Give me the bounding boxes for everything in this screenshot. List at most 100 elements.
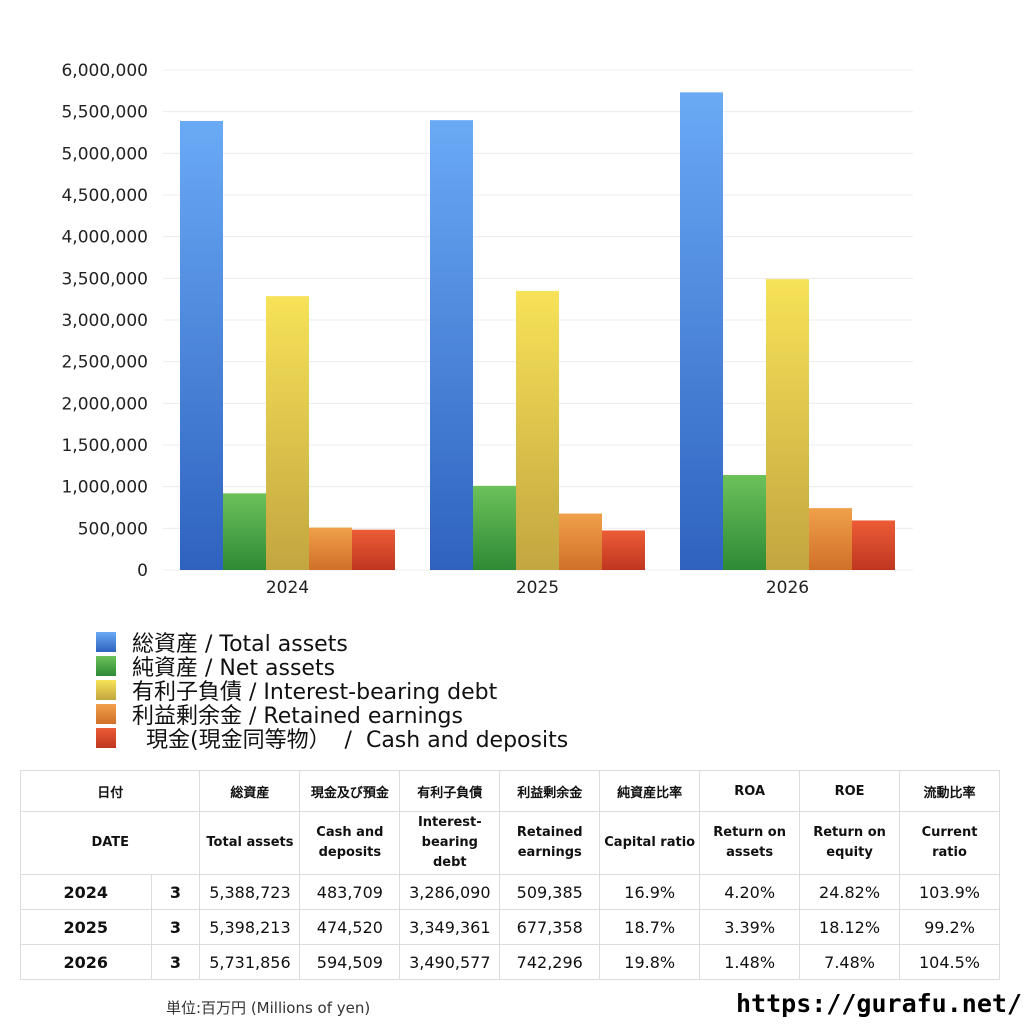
cell-year: 2024	[20, 874, 152, 910]
y-tick-label: 3,500,000	[61, 269, 148, 289]
cell-cash: 594,509	[299, 944, 401, 980]
header-cell: 流動比率	[899, 770, 1000, 812]
cell-total-assets: 5,388,723	[199, 874, 301, 910]
legend-swatch	[96, 632, 116, 652]
y-tick-label: 5,500,000	[61, 103, 148, 123]
header-cell: 有利子負債	[399, 770, 501, 812]
header-cell: 日付	[19, 770, 201, 812]
y-tick-label: 4,500,000	[61, 186, 148, 206]
cell-roa: 3.39%	[699, 909, 801, 945]
bar-2026-series-1	[723, 475, 766, 570]
header-cell: Capital ratio	[599, 811, 701, 875]
legend-item-net-assets: 純資産 / Net assets	[96, 654, 568, 681]
table-header-en: DATE Total assets Cash and deposits Inte…	[19, 811, 1000, 875]
cell-retained: 742,296	[499, 944, 601, 980]
header-cell: Interest-bearing debt	[399, 811, 501, 875]
header-cell: Cash and deposits	[299, 811, 401, 875]
y-tick-label: 1,500,000	[61, 436, 148, 456]
bar-2024-series-1	[223, 493, 266, 570]
cell-year: 2026	[20, 944, 152, 980]
y-tick-label: 3,000,000	[61, 311, 148, 331]
cell-roa: 4.20%	[699, 874, 801, 910]
y-tick-label: 6,000,000	[61, 61, 148, 81]
bar-2026-series-2	[766, 279, 809, 570]
legend: 総資産 / Total assets 純資産 / Net assets 有利子負…	[96, 630, 568, 753]
legend-swatch	[96, 656, 116, 676]
y-tick-label: 2,000,000	[61, 394, 148, 414]
header-cell: 現金及び預金	[299, 770, 401, 812]
legend-label: 現金(現金同等物） / Cash and deposits	[132, 728, 569, 753]
bars	[180, 92, 895, 570]
bar-2026-series-3	[809, 508, 852, 570]
legend-swatch	[96, 680, 116, 700]
legend-label: 純資産 / Net assets	[132, 656, 336, 681]
cell-roa: 1.48%	[699, 944, 801, 980]
x-tick-label: 2024	[266, 578, 309, 598]
legend-label: 総資産 / Total assets	[132, 632, 348, 657]
x-tick-label: 2025	[516, 578, 559, 598]
cell-current-ratio: 103.9%	[899, 874, 1000, 910]
y-tick-label: 1,000,000	[61, 478, 148, 498]
y-tick-label: 4,000,000	[61, 228, 148, 248]
cell-retained: 677,358	[499, 909, 601, 945]
cell-cash: 483,709	[299, 874, 401, 910]
table-row: 2024 3 5,388,723 483,709 3,286,090 509,3…	[20, 874, 1000, 910]
bar-2024-series-2	[266, 296, 309, 570]
cell-roe: 7.48%	[799, 944, 901, 980]
cell-capital-ratio: 16.9%	[599, 874, 701, 910]
financial-table: 日付 総資産 現金及び預金 有利子負債 利益剰余金 純資産比率 ROA ROE …	[19, 770, 1000, 980]
cell-year: 2025	[20, 909, 152, 945]
cell-debt: 3,286,090	[399, 874, 501, 910]
legend-label: 利益剰余金 / Retained earnings	[132, 704, 463, 729]
header-cell: 利益剰余金	[499, 770, 601, 812]
y-tick-label: 0	[137, 561, 148, 581]
header-cell: Return on equity	[799, 811, 901, 875]
header-cell: ROA	[699, 770, 801, 812]
bar-chart: 0 500,000 1,000,000 1,500,000 2,000,000 2,500…	[61, 61, 913, 598]
table-row: 2025 3 5,398,213 474,520 3,349,361 677,3…	[20, 909, 1000, 945]
cell-roe: 24.82%	[799, 874, 901, 910]
legend-item-cash: 現金(現金同等物） / Cash and deposits	[96, 726, 568, 753]
cell-month: 3	[150, 874, 201, 910]
header-cell: DATE	[19, 811, 201, 875]
y-tick-label: 500,000	[78, 519, 148, 539]
cell-total-assets: 5,731,856	[199, 944, 301, 980]
bar-2024-series-0	[180, 120, 223, 570]
bar-2026-series-4	[852, 520, 895, 570]
bar-2025-series-3	[559, 513, 602, 570]
header-cell: ROE	[799, 770, 901, 812]
y-tick-label: 2,500,000	[61, 353, 148, 373]
header-cell: Total assets	[199, 811, 301, 875]
header-cell: 総資産	[199, 770, 301, 812]
legend-item-total-assets: 総資産 / Total assets	[96, 630, 568, 657]
bar-2025-series-1	[473, 485, 516, 570]
unit-label: 単位:百万円 (Millions of yen)	[166, 999, 371, 1017]
legend-swatch	[96, 728, 116, 748]
cell-debt: 3,349,361	[399, 909, 501, 945]
cell-total-assets: 5,398,213	[199, 909, 301, 945]
x-tick-label: 2026	[766, 578, 809, 598]
cell-roe: 18.12%	[799, 909, 901, 945]
legend-item-interest-bearing-debt: 有利子負債 / Interest-bearing debt	[96, 678, 568, 705]
table-row: 2026 3 5,731,856 594,509 3,490,577 742,2…	[20, 944, 1000, 980]
table-header-jp: 日付 総資産 現金及び預金 有利子負債 利益剰余金 純資産比率 ROA ROE …	[19, 770, 1000, 812]
header-cell: Retained earnings	[499, 811, 601, 875]
cell-retained: 509,385	[499, 874, 601, 910]
x-axis-ticks: 2024 2025 2026	[266, 578, 809, 598]
header-cell: Current ratio	[899, 811, 1000, 875]
cell-capital-ratio: 19.8%	[599, 944, 701, 980]
y-axis-ticks: 0 500,000 1,000,000 1,500,000 2,000,000 2,500…	[61, 61, 148, 581]
cell-current-ratio: 104.5%	[899, 944, 1000, 980]
bar-2024-series-4	[352, 529, 395, 570]
y-tick-label: 5,000,000	[61, 144, 148, 164]
header-cell: Return on assets	[699, 811, 801, 875]
cell-month: 3	[150, 909, 201, 945]
bar-2025-series-0	[430, 120, 473, 570]
cell-month: 3	[150, 944, 201, 980]
legend-swatch	[96, 704, 116, 724]
header-cell: 純資産比率	[599, 770, 701, 812]
site-url[interactable]: https://gurafu.net/	[736, 989, 1022, 1018]
bar-2026-series-0	[680, 92, 723, 570]
legend-item-retained-earnings: 利益剰余金 / Retained earnings	[96, 702, 568, 729]
cell-capital-ratio: 18.7%	[599, 909, 701, 945]
